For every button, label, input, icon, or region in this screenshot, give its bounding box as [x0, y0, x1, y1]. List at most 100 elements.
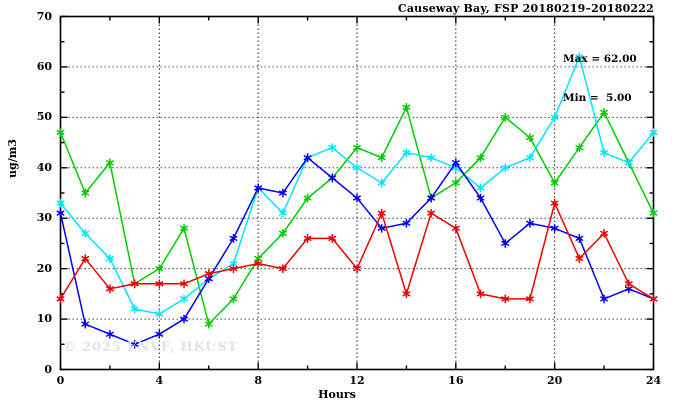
data-point-marker: [278, 188, 287, 198]
data-point-marker: [377, 178, 386, 188]
data-point-marker: [130, 339, 139, 349]
data-point-marker: [550, 178, 559, 188]
data-point-marker: [600, 148, 609, 158]
y-tick-label: 0: [44, 362, 52, 376]
data-point-marker: [427, 153, 436, 163]
data-point-marker: [328, 173, 337, 183]
data-point-marker: [402, 102, 411, 112]
data-point-marker: [402, 289, 411, 299]
data-series-day1: [56, 102, 658, 329]
data-point-marker: [105, 254, 114, 264]
data-point-marker: [427, 193, 436, 203]
data-point-marker: [56, 208, 65, 218]
data-point-marker: [649, 294, 658, 304]
max-value-label: Max = 62.00: [563, 53, 637, 65]
data-point-marker: [501, 112, 510, 122]
data-point-marker: [377, 208, 386, 218]
data-point-marker: [130, 304, 139, 314]
y-tick-label: 70: [36, 9, 52, 23]
data-point-marker: [501, 294, 510, 304]
y-tick-label: 10: [36, 312, 52, 326]
plot-frame: [59, 15, 655, 371]
data-point-marker: [278, 208, 287, 218]
data-point-marker: [575, 52, 584, 62]
data-point-marker: [130, 279, 139, 289]
data-point-marker: [600, 228, 609, 238]
data-point-marker: [56, 294, 65, 304]
data-point-marker: [81, 319, 90, 329]
data-point-marker: [254, 259, 263, 269]
data-point-marker: [204, 269, 213, 279]
data-point-marker: [56, 198, 65, 208]
x-tick-label: 24: [645, 374, 662, 387]
x-axis-label: Hours: [318, 388, 356, 401]
y-tick-label: 50: [36, 110, 52, 124]
y-tick-label: 30: [36, 211, 52, 225]
data-point-marker: [649, 128, 658, 137]
data-point-marker: [204, 319, 213, 329]
data-point-marker: [377, 153, 386, 163]
data-point-marker: [526, 218, 534, 228]
data-point-marker: [575, 143, 584, 153]
data-point-marker: [451, 178, 460, 188]
data-point-marker: [180, 294, 188, 304]
data-point-marker: [155, 279, 164, 289]
data-point-marker: [377, 223, 386, 233]
data-point-marker: [550, 223, 559, 233]
y-tick-label: 60: [36, 59, 52, 73]
data-point-marker: [600, 107, 609, 117]
data-series-day4: [56, 198, 658, 304]
min-value-label: Min = 5.00: [563, 92, 632, 104]
data-point-marker: [180, 279, 188, 289]
data-point-marker: [550, 112, 559, 122]
data-point-marker: [600, 294, 609, 304]
data-point-marker: [575, 254, 584, 264]
data-point-marker: [155, 264, 164, 274]
y-tick-label: 40: [36, 160, 52, 174]
data-point-marker: [328, 143, 337, 153]
data-point-marker: [105, 158, 114, 168]
data-point-marker: [501, 238, 510, 248]
data-point-marker: [155, 329, 164, 339]
data-point-marker: [649, 208, 658, 218]
x-tick-label: 12: [349, 374, 365, 387]
data-point-marker: [229, 233, 238, 243]
x-tick-label: 4: [155, 374, 164, 387]
data-point-marker: [402, 218, 411, 228]
data-point-marker: [476, 193, 485, 203]
data-point-marker: [501, 163, 510, 173]
data-point-marker: [328, 233, 337, 243]
data-point-marker: [180, 314, 188, 324]
data-point-marker: [353, 264, 361, 274]
data-point-marker: [105, 284, 114, 294]
y-tick-label: 20: [36, 261, 52, 275]
data-point-marker: [624, 158, 633, 168]
x-tick-label: 16: [448, 374, 464, 387]
data-point-marker: [451, 158, 460, 168]
data-point-marker: [353, 163, 361, 173]
data-point-marker: [526, 133, 534, 142]
data-point-marker: [278, 228, 287, 238]
data-point-marker: [81, 188, 90, 198]
data-point-marker: [402, 148, 411, 158]
data-point-marker: [56, 128, 65, 137]
data-point-marker: [526, 153, 534, 163]
stats-annotation: Max = 62.00 Min = 5.00: [563, 27, 637, 131]
data-series-day3: [56, 153, 658, 349]
series-line: [59, 106, 655, 325]
x-tick-label: 8: [254, 374, 262, 387]
x-tick-label: 20: [547, 374, 563, 387]
data-point-marker: [575, 233, 584, 243]
data-point-marker: [624, 279, 633, 289]
chart-title: Causeway Bay, FSP 20180219–20180222: [397, 2, 654, 15]
data-point-marker: [229, 294, 238, 304]
data-series-group: [56, 52, 658, 349]
data-point-marker: [476, 153, 485, 163]
data-point-marker: [526, 294, 534, 304]
data-point-marker: [303, 193, 312, 203]
data-point-marker: [278, 264, 287, 274]
data-point-marker: [427, 208, 436, 218]
data-point-marker: [303, 153, 312, 163]
